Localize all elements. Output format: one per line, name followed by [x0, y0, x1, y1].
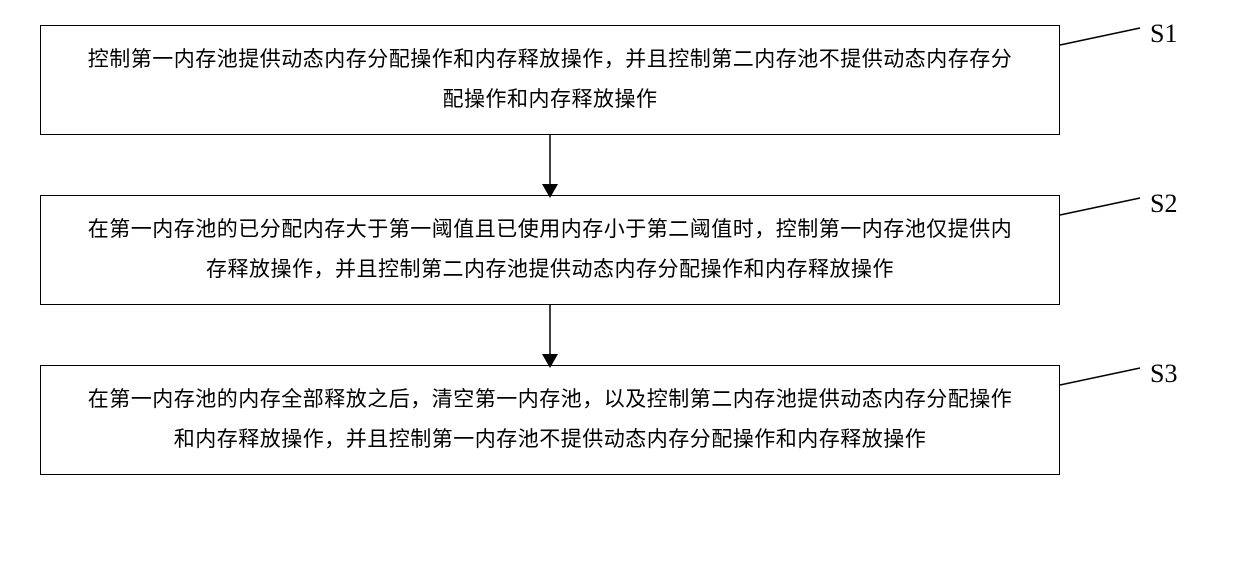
arrow-S2-S3	[535, 305, 565, 370]
step-label-S3: S3	[1150, 359, 1177, 389]
arrow-S1-S2	[535, 135, 565, 200]
flowchart-canvas: 控制第一内存池提供动态内存分配操作和内存释放操作，并且控制第二内存池不提供动态内…	[0, 0, 1240, 569]
leader-line-S3	[0, 0, 1240, 569]
